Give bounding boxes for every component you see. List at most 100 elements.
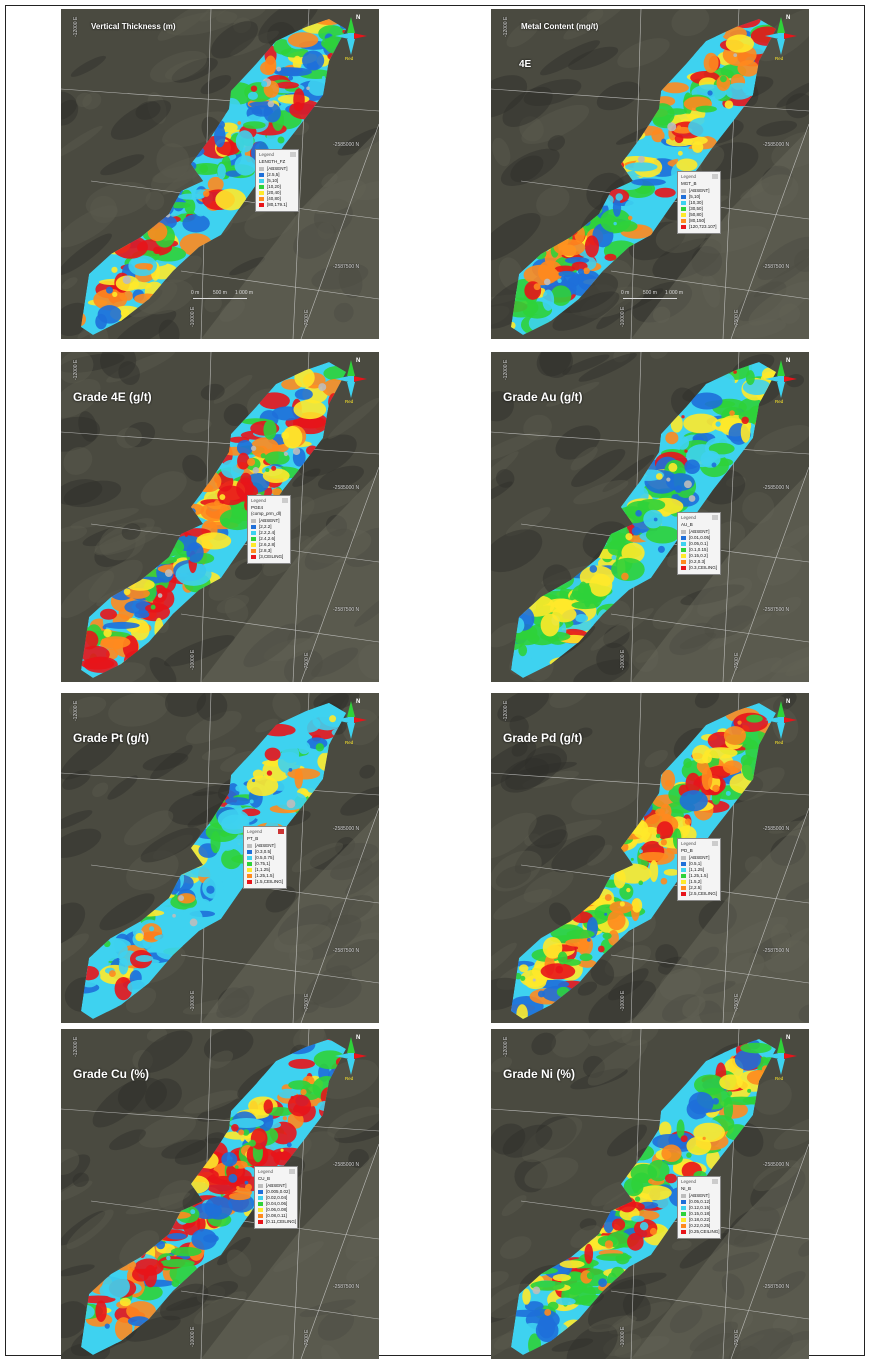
legend-item-label: [50,80] (689, 212, 703, 217)
legend-item-label: [0.04,0.06] (266, 1201, 288, 1206)
coordinate-tick-label: -12000 E (503, 700, 509, 721)
scale-bar-label: 1 000 m (665, 290, 684, 296)
legend-swatch (247, 880, 252, 884)
legend-item-label: [ABSENT] (689, 855, 710, 860)
coordinate-tick-label: -2587500 N (763, 264, 790, 270)
legend-close-icon[interactable] (712, 1179, 718, 1184)
compass-north-label: N (356, 15, 361, 21)
scale-bar-label: 500 m (643, 290, 657, 296)
legend-item-label: [ABSENT] (267, 166, 288, 171)
panel-title: Grade 4E (g/t) (73, 390, 152, 404)
legend-item-label: [5,10] (689, 194, 701, 199)
legend-swatch (681, 560, 686, 564)
map-panel-grade-pd: -12000 E -2585000 N -2587500 N -10000 E -750… (491, 693, 809, 1023)
panel-title: Grade Cu (%) (73, 1067, 150, 1081)
legend-item: [0.5,0.75] (247, 855, 283, 861)
coordinate-tick-label: -2587500 N (333, 607, 360, 613)
grade-heatmap (81, 362, 346, 678)
legend-item: [0.25,CEILING] (681, 1229, 720, 1235)
legend-swatch (681, 548, 686, 552)
legend-item: [0.15,0.2] (681, 553, 717, 559)
compass-icon[interactable]: N Red (333, 15, 369, 65)
legend-item: [ABSENT] (681, 188, 717, 194)
map-panel-grade-pt: -12000 E -2585000 N -2587500 N -10000 E -750… (61, 693, 379, 1023)
legend-item: [0.2,0.3] (681, 559, 717, 565)
legend-swatch (681, 207, 686, 211)
legend-header: Legend (258, 1169, 274, 1174)
legend-item-label: [2.6,2.8] (259, 542, 276, 547)
legend-item: [3,CEILING] (251, 554, 287, 560)
coordinate-tick-label: -7500 E (734, 309, 740, 327)
legend-swatch (251, 537, 256, 541)
legend-swatch (251, 549, 256, 553)
grade-heatmap (511, 1039, 776, 1355)
legend-swatch (681, 1206, 686, 1210)
legend-item: [1,1.25] (681, 867, 717, 873)
legend-item: [1.25,1.5] (247, 873, 283, 879)
legend-item: [2.5,5] (259, 172, 295, 178)
legend-item: [0.05,0.1] (681, 541, 717, 547)
legend-close-icon[interactable] (290, 152, 296, 157)
legend-item-label: [30,50] (689, 206, 703, 211)
legend-close-icon[interactable] (712, 515, 718, 520)
legend-close-icon[interactable] (712, 841, 718, 846)
legend-swatch (681, 195, 686, 199)
compass-icon[interactable]: N Red (763, 1035, 799, 1085)
legend-close-icon[interactable] (712, 174, 718, 179)
coordinate-tick-label: -2587500 N (333, 948, 360, 954)
compass-icon[interactable]: N Red (333, 1035, 369, 1085)
legend-item-label: [0.18,0.22] (689, 1217, 711, 1222)
legend-swatch (681, 868, 686, 872)
legend-swatch (259, 167, 264, 171)
legend-item: [2.2,2.4] (251, 530, 287, 536)
coordinate-tick-label: -12000 E (503, 1036, 509, 1057)
compass-icon[interactable]: N Red (763, 358, 799, 408)
compass-north-label: N (786, 1035, 791, 1041)
map-legend: Legend MGT_B [ABSENT] [5,10] [10,30] [30,50][… (677, 171, 721, 234)
grade-heatmap (511, 703, 776, 1019)
legend-item: [2.8,3] (251, 548, 287, 554)
scale-bar: 0 m 500 m 1 000 m (191, 290, 253, 302)
legend-item: [10,30] (681, 200, 717, 206)
map-legend: Legend PT_B [ABSENT] [0.3,0.5] [0.5,0.75] [0.… (243, 826, 287, 889)
compass-icon[interactable]: N Red (333, 358, 369, 408)
panel-title: Metal Content (mg/t) (521, 22, 599, 31)
legend-item-label: [0.1,0.15] (689, 547, 708, 552)
coordinate-tick-label: -2587500 N (763, 607, 790, 613)
legend-swatch (258, 1190, 263, 1194)
scale-bar-label: 500 m (213, 290, 227, 296)
legend-swatch (247, 862, 252, 866)
legend-item-label: [ABSENT] (689, 1193, 710, 1198)
legend-swatch (681, 189, 686, 193)
legend-swatch (251, 531, 256, 535)
legend-swatch (251, 519, 256, 523)
legend-swatch (251, 525, 256, 529)
legend-swatch (681, 862, 686, 866)
legend-swatch (681, 225, 686, 229)
compass-mode-label: Red (345, 1076, 354, 1081)
legend-item-label: [0.01,0.05] (689, 535, 711, 540)
legend-swatch (259, 173, 264, 177)
legend-close-icon[interactable] (282, 498, 288, 503)
compass-icon[interactable]: N Red (763, 15, 799, 65)
coordinate-tick-label: -12000 E (503, 16, 509, 37)
legend-item: [0.18,0.22] (681, 1217, 717, 1223)
compass-mode-label: Red (775, 399, 784, 404)
panel-subtitle: 4E (519, 59, 532, 70)
compass-icon[interactable]: N Red (333, 699, 369, 749)
legend-swatch (681, 1194, 686, 1198)
compass-north-label: N (786, 15, 791, 21)
legend-item: [0.3,CEILING] (681, 565, 717, 571)
legend-item-label: [ABSENT] (259, 518, 280, 523)
compass-icon[interactable]: N Red (763, 699, 799, 749)
legend-swatch (681, 554, 686, 558)
legend-item: [ABSENT] (251, 518, 287, 524)
legend-close-icon[interactable] (278, 829, 284, 834)
legend-item-label: [0.3,CEILING] (689, 565, 718, 570)
legend-item-label: [1.5,CEILING] (255, 879, 284, 884)
legend-swatch (259, 185, 264, 189)
legend-swatch (681, 856, 686, 860)
legend-item: [2,2.5] (681, 885, 717, 891)
map-panel-grade-au: -12000 E -2585000 N -2587500 N -10000 E -750… (491, 352, 809, 682)
legend-close-icon[interactable] (289, 1169, 295, 1174)
